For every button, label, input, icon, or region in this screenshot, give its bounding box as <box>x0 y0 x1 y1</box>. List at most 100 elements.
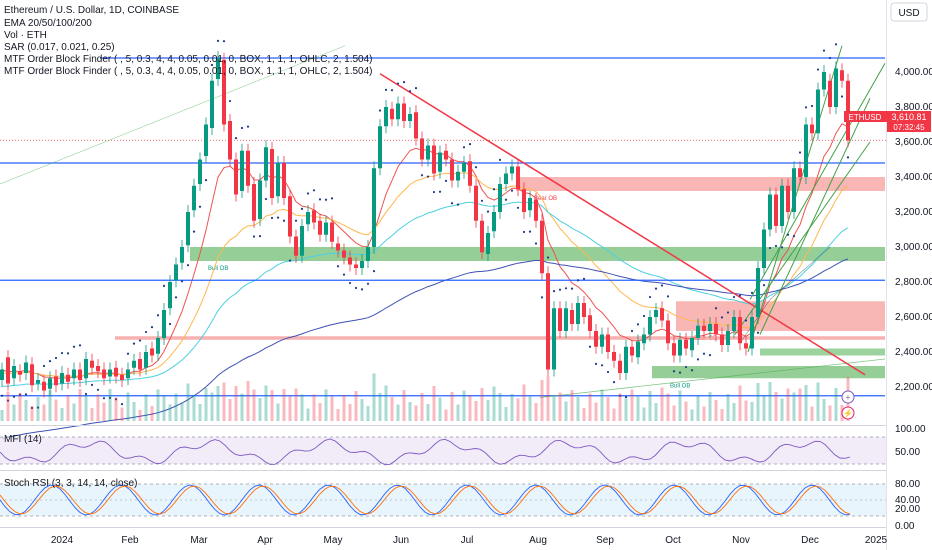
sar-dot <box>468 143 472 146</box>
sar-dot <box>330 197 334 200</box>
volume-bar <box>618 393 622 421</box>
candle-body <box>660 308 664 321</box>
price-axis: 4,000.00 3,800.00 3,600.00 3,400.00 3,200.00… <box>895 67 932 532</box>
sar-dot <box>552 290 556 293</box>
volume-bar <box>270 390 274 421</box>
candle-body <box>102 369 106 379</box>
candle-body <box>672 343 676 356</box>
volume-bar <box>186 383 190 421</box>
sar-dot <box>522 230 526 234</box>
plus-icon-button[interactable] <box>841 390 855 404</box>
candle-body <box>12 366 16 379</box>
pane-divider <box>0 527 886 528</box>
sar-dot <box>300 207 304 210</box>
legend-sar[interactable]: SAR (0.017, 0.021, 0.25) <box>4 42 115 53</box>
candle-body <box>504 173 508 184</box>
sar-dot <box>414 87 418 90</box>
sar-dot <box>714 307 718 310</box>
candle-body <box>594 331 598 347</box>
support-trend-line <box>539 358 886 398</box>
sar-dot <box>420 174 424 177</box>
candle-body <box>822 72 826 90</box>
sar-dot <box>834 43 838 46</box>
volume-bar <box>630 389 634 421</box>
alert-icon-button[interactable] <box>841 406 855 420</box>
pattern-line <box>799 246 831 274</box>
volume-bar <box>600 389 604 421</box>
volume-bar <box>108 389 112 421</box>
mfi-pane: MFI (14) <box>0 434 886 466</box>
volume-bar <box>234 386 238 421</box>
candle-body <box>156 338 160 354</box>
sar-dot <box>528 230 532 233</box>
legend-volume[interactable]: Vol · ETH <box>4 30 47 41</box>
legend-mtf-1[interactable]: MTF Order Block Finder ( , 5, 0.3, 4, 4,… <box>4 54 373 65</box>
candle-body <box>114 367 118 377</box>
sar-dot <box>30 406 34 410</box>
volume-bar <box>726 394 730 421</box>
currency-button-frame[interactable] <box>890 2 928 22</box>
sar-dot <box>558 288 562 291</box>
volume-bar <box>684 401 688 421</box>
sar-dot <box>534 242 538 245</box>
sar-dot <box>36 406 40 409</box>
sar-dot <box>144 330 148 334</box>
sar-dot <box>684 365 688 369</box>
sar-dot <box>258 235 262 238</box>
candle-body <box>432 145 436 174</box>
sar-dot <box>402 81 406 84</box>
side-buttons: + ⚡ <box>841 390 855 420</box>
lightning-icon[interactable]: ⚡ <box>843 408 853 418</box>
candle-body <box>312 210 316 223</box>
volume-bar <box>456 404 460 421</box>
volume-bar <box>0 410 4 421</box>
volume-bar <box>336 409 340 421</box>
currency-label[interactable]: USD <box>898 8 919 19</box>
volume-bar <box>120 407 124 421</box>
volume-bar <box>72 403 76 421</box>
candle-body <box>696 325 700 338</box>
volume-bar <box>306 408 310 421</box>
sar-dot <box>504 198 508 201</box>
candle-body <box>162 310 166 338</box>
sar-dot <box>252 235 256 238</box>
currency-button[interactable]: USD <box>890 2 928 22</box>
candle-body <box>72 369 76 379</box>
sar-dot <box>432 190 436 194</box>
sar-dot <box>78 344 82 347</box>
volume-bar <box>546 376 550 421</box>
ema-lines <box>1 123 849 439</box>
candle-body <box>570 310 574 324</box>
legend-title[interactable]: Ethereum / U.S. Dollar, 1D, COINBASE <box>4 5 179 16</box>
volume-bar <box>156 389 160 421</box>
candle-body <box>642 334 646 344</box>
sar-dot <box>210 63 214 67</box>
volume-bar <box>816 382 820 421</box>
candle-body <box>768 194 772 230</box>
time-tick: May <box>324 535 343 546</box>
plus-icon[interactable]: + <box>846 393 851 402</box>
sar-dot <box>648 295 652 299</box>
volume-bar <box>24 400 28 421</box>
stoch-label[interactable]: Stoch RSI (3, 3, 14, 14, close) <box>4 478 137 489</box>
volume-bar <box>792 392 796 421</box>
mfi-label[interactable]: MFI (14) <box>4 434 42 445</box>
mfi-tick: 50.00 <box>895 447 920 458</box>
stoch-d-line <box>0 485 851 515</box>
candle-body <box>270 149 274 198</box>
candle-body <box>786 185 790 212</box>
candle-body <box>150 348 154 356</box>
volume-bar <box>426 404 430 421</box>
candle-body <box>420 138 424 160</box>
volume-bar <box>534 403 538 421</box>
candle-body <box>726 331 730 345</box>
candle-body <box>24 362 28 373</box>
candle-body <box>408 114 412 121</box>
legend-ema[interactable]: EMA 20/50/100/200 <box>4 18 92 29</box>
uptrend-channel-line <box>749 63 886 300</box>
candle-body <box>84 359 88 379</box>
volume-bar <box>504 407 508 421</box>
volume-bar <box>678 390 682 421</box>
legend-mtf-2[interactable]: MTF Order Block Finder ( , 5, 0.3, 4, 4,… <box>4 66 373 77</box>
sar-dot <box>288 259 292 262</box>
